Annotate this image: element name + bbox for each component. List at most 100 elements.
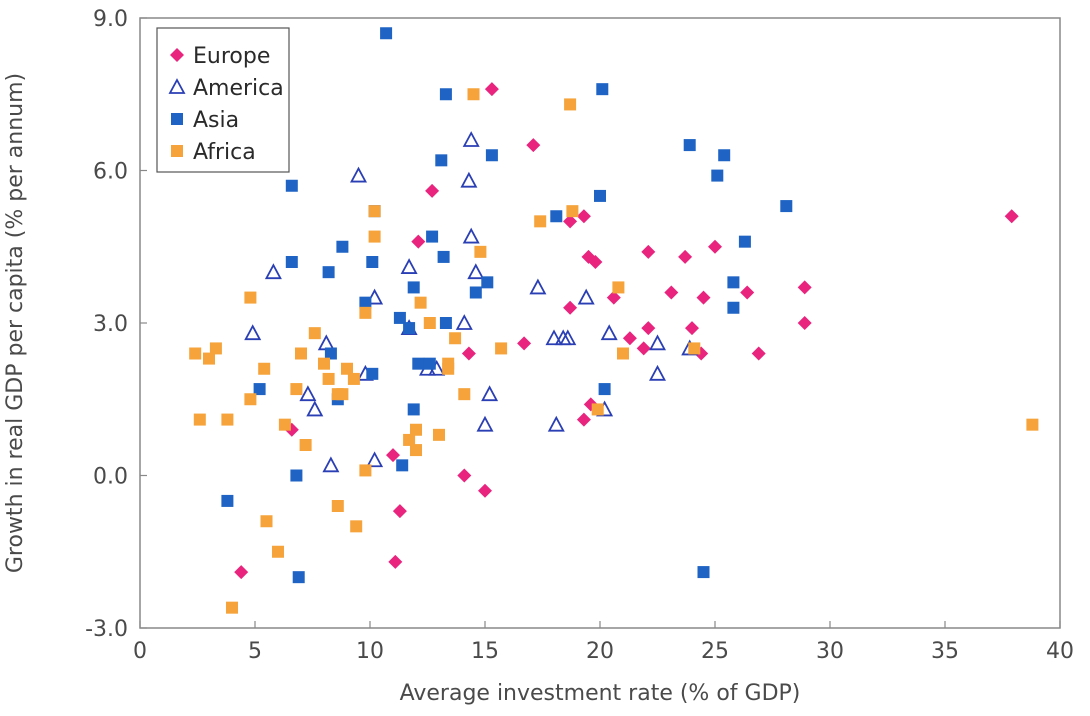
america-point: [545, 329, 563, 346]
europe-point: [678, 249, 693, 264]
legend-label-america: America: [193, 76, 284, 101]
asia-point: [437, 250, 450, 263]
europe-point: [388, 554, 403, 569]
asia-point: [290, 469, 303, 482]
asia-point: [221, 494, 234, 507]
x-tick-label: 15: [471, 639, 499, 664]
asia-point: [439, 88, 452, 101]
legend-label-europe: Europe: [193, 44, 270, 69]
x-tick-label: 30: [816, 639, 844, 664]
asia-point: [366, 256, 379, 268]
x-tick-label: 40: [1046, 639, 1074, 664]
africa-point: [350, 520, 363, 533]
x-tick-label: 25: [701, 639, 729, 664]
legend-label-africa: Africa: [193, 140, 256, 165]
asia-point: [366, 367, 379, 380]
america-point: [462, 131, 480, 147]
europe-point: [461, 346, 476, 361]
europe-point: [484, 82, 499, 97]
asia-point: [469, 286, 482, 299]
africa-point: [423, 317, 436, 329]
europe-point: [425, 183, 440, 198]
africa-point: [474, 245, 487, 258]
asia-point: [407, 403, 420, 416]
europe-point: [740, 285, 755, 300]
asia-point: [439, 317, 452, 329]
africa-point: [203, 352, 215, 365]
y-tick-label: 6.0: [93, 160, 128, 185]
series-europe: [234, 82, 1019, 580]
asia-point: [285, 179, 298, 192]
america-point: [244, 324, 262, 341]
asia-point: [285, 256, 298, 268]
america-point: [600, 324, 618, 341]
europe-point: [751, 346, 766, 361]
america-point: [462, 227, 480, 244]
europe-point: [797, 280, 812, 295]
africa-point: [341, 362, 353, 375]
america-point: [349, 166, 368, 183]
europe-point: [685, 321, 699, 336]
europe-point: [517, 336, 532, 351]
africa-point: [449, 332, 462, 345]
africa-point: [278, 418, 291, 431]
africa-point: [442, 362, 455, 375]
europe-point: [641, 244, 656, 259]
africa-point: [209, 342, 222, 355]
africa-point: [359, 306, 372, 319]
x-tick-label: 35: [931, 639, 959, 664]
y-tick-label: 0.0: [93, 465, 128, 490]
europe-point: [576, 412, 591, 427]
africa-point: [617, 347, 629, 360]
y-axis-label: Growth in real GDP per capita (% per ann…: [3, 73, 28, 573]
asia-point: [485, 149, 498, 162]
america-point: [648, 364, 667, 381]
africa-point: [410, 444, 422, 457]
asia-point: [435, 154, 448, 167]
africa-point: [688, 342, 701, 355]
africa-point: [244, 291, 257, 304]
america-point: [455, 314, 473, 330]
legend-marker-asia: [171, 113, 183, 125]
africa-point: [410, 423, 422, 436]
africa-point: [258, 362, 271, 375]
america-point: [467, 263, 485, 280]
asia-point: [322, 266, 335, 279]
asia-point: [598, 383, 611, 396]
america-point: [547, 415, 565, 432]
africa-point: [272, 545, 284, 558]
europe-point: [478, 483, 492, 498]
europe-point: [234, 565, 249, 580]
series-america: [244, 131, 699, 473]
asia-point: [380, 27, 393, 40]
europe-point: [588, 255, 603, 269]
africa-point: [290, 383, 303, 396]
europe-point: [797, 316, 812, 330]
asia-point: [594, 189, 606, 202]
america-point: [481, 385, 499, 402]
asia-point: [727, 301, 740, 314]
europe-point: [622, 331, 637, 346]
europe-point: [696, 290, 711, 305]
america-point: [460, 171, 478, 188]
africa-point: [591, 403, 604, 416]
europe-point: [563, 214, 578, 229]
asia-point: [324, 347, 337, 360]
africa-point: [322, 372, 335, 385]
asia-point: [550, 210, 563, 223]
y-tick-label: -3.0: [85, 617, 128, 642]
europe-point: [576, 209, 591, 224]
africa-point: [347, 372, 360, 385]
africa-point: [331, 500, 344, 512]
asia-point: [423, 357, 436, 370]
europe-point: [411, 234, 426, 249]
x-tick-label: 5: [248, 639, 262, 664]
asia-point: [738, 235, 751, 248]
asia-point: [396, 459, 409, 472]
europe-point: [526, 138, 541, 153]
x-tick-label: 0: [133, 639, 147, 664]
africa-point: [467, 88, 480, 101]
legend: Europe America Asia Africa: [156, 27, 290, 173]
data-points: [189, 27, 1039, 614]
